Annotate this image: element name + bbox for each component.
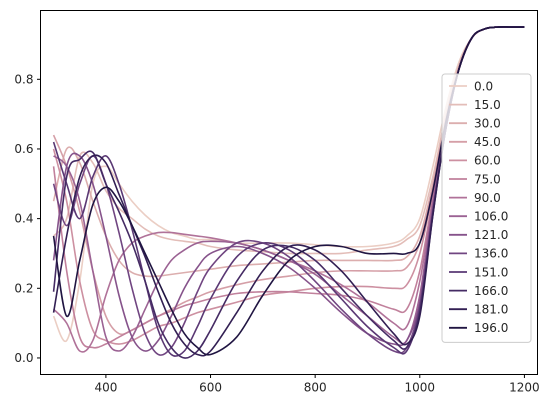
- axes-frame: [40, 10, 538, 375]
- y-axis: 0.0 0.2 0.4 0.6 0.8: [14, 72, 41, 365]
- legend-label: 30.0: [474, 117, 501, 131]
- legend-label: 75.0: [474, 172, 501, 186]
- legend-label: 15.0: [474, 98, 501, 112]
- legend-label: 60.0: [474, 154, 501, 168]
- legend: 0.0 15.0 30.0 45.0 60.0 75.0 90.0 106.0 121.0 136…: [441, 73, 532, 343]
- x-tick-label: 600: [199, 381, 222, 395]
- legend-label: 45.0: [474, 135, 501, 149]
- legend-label: 196.0: [474, 321, 508, 335]
- x-axis: 400 600 800 1000 1200: [94, 374, 540, 395]
- x-tick-label: 1200: [509, 381, 540, 395]
- x-tick-label: 400: [94, 381, 117, 395]
- plot-lines: [52, 26, 525, 359]
- y-tick-label: 0.0: [14, 351, 33, 365]
- y-tick-label: 0.2: [14, 281, 33, 295]
- y-tick-label: 0.8: [14, 72, 33, 86]
- series-line-13: [52, 26, 525, 356]
- y-tick-label: 0.6: [14, 142, 33, 156]
- legend-label: 181.0: [474, 303, 508, 317]
- x-tick-label: 1000: [405, 381, 436, 395]
- legend-label: 106.0: [474, 210, 508, 224]
- series-line-2: [52, 26, 525, 278]
- legend-label: 166.0: [474, 284, 508, 298]
- legend-label: 151.0: [474, 265, 508, 279]
- legend-label: 121.0: [474, 228, 508, 242]
- legend-label: 136.0: [474, 247, 508, 261]
- y-tick-label: 0.4: [14, 212, 33, 226]
- legend-label: 90.0: [474, 191, 501, 205]
- legend-label: 0.0: [474, 79, 493, 93]
- x-tick-label: 800: [304, 381, 327, 395]
